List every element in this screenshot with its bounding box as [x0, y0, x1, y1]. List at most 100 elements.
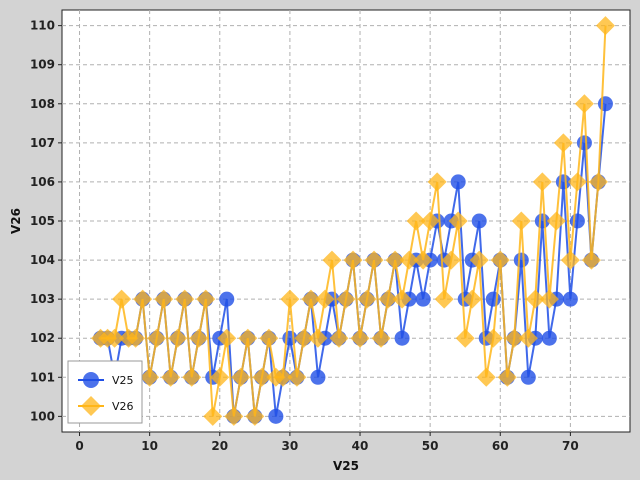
data-point	[455, 328, 475, 348]
data-point	[310, 369, 326, 385]
data-point	[238, 328, 258, 348]
data-point	[301, 289, 321, 309]
data-point	[485, 291, 501, 307]
data-point	[450, 174, 466, 190]
data-point	[252, 367, 272, 387]
series-layer	[91, 16, 615, 426]
data-point	[364, 250, 384, 270]
data-point	[287, 367, 307, 387]
data-point	[513, 252, 529, 268]
data-point	[196, 289, 216, 309]
data-point	[532, 172, 552, 192]
data-point	[546, 211, 566, 231]
data-point	[219, 291, 235, 307]
x-axis: 0 10 20 30 40 50 60 70	[75, 432, 579, 453]
y-tick-label: 107	[30, 136, 55, 150]
data-point	[520, 369, 536, 385]
data-point	[441, 250, 461, 270]
data-point	[126, 328, 146, 348]
data-point	[420, 211, 440, 231]
data-point	[560, 250, 580, 270]
data-point	[175, 289, 195, 309]
data-point	[576, 135, 592, 151]
data-point	[476, 367, 496, 387]
y-tick-label: 108	[30, 97, 55, 111]
y-tick-label: 101	[30, 370, 55, 384]
data-point	[534, 213, 550, 229]
data-point	[574, 94, 594, 114]
data-point	[182, 367, 202, 387]
data-point	[224, 406, 244, 426]
x-tick-label: 50	[422, 439, 439, 453]
x-tick-label: 60	[492, 439, 509, 453]
data-point	[471, 213, 487, 229]
data-point	[350, 328, 370, 348]
data-point	[497, 367, 517, 387]
data-point	[434, 289, 454, 309]
data-point	[259, 328, 279, 348]
data-point	[245, 406, 265, 426]
y-tick-label: 105	[30, 214, 55, 228]
data-point	[518, 328, 538, 348]
data-point	[581, 250, 601, 270]
data-point	[413, 250, 433, 270]
data-point	[273, 367, 293, 387]
series-v26	[91, 16, 615, 426]
data-point	[203, 406, 223, 426]
y-tick-label: 109	[30, 58, 55, 72]
data-point	[315, 289, 335, 309]
y-tick-label: 106	[30, 175, 55, 189]
data-point	[168, 328, 188, 348]
data-point	[553, 133, 573, 153]
y-tick-label: 103	[30, 292, 55, 306]
y-axis-title: V26	[9, 208, 23, 234]
data-point	[210, 367, 230, 387]
x-axis-title: V25	[333, 459, 359, 473]
data-point	[415, 291, 431, 307]
data-point	[588, 172, 608, 192]
y-tick-label: 100	[30, 409, 55, 423]
legend: V25 V26	[67, 360, 143, 424]
legend-label-v26: V26	[112, 400, 134, 413]
data-point	[280, 289, 300, 309]
data-point	[112, 289, 132, 309]
data-point	[406, 211, 426, 231]
legend-label-v25: V25	[112, 374, 134, 387]
data-point	[394, 330, 410, 346]
data-point	[268, 408, 284, 424]
data-point	[133, 289, 153, 309]
x-tick-label: 70	[562, 439, 579, 453]
legend-marker-v25	[83, 372, 99, 388]
data-point	[462, 289, 482, 309]
data-point	[511, 211, 531, 231]
data-point	[562, 291, 578, 307]
data-point	[392, 289, 412, 309]
x-tick-label: 30	[282, 439, 299, 453]
y-tick-label: 102	[30, 331, 55, 345]
data-point	[294, 328, 314, 348]
data-point	[541, 330, 557, 346]
data-point	[539, 289, 559, 309]
data-point	[161, 367, 181, 387]
data-point	[231, 367, 251, 387]
data-point	[567, 172, 587, 192]
data-point	[490, 250, 510, 270]
data-point	[336, 289, 356, 309]
data-point	[217, 328, 237, 348]
data-point	[357, 289, 377, 309]
data-point	[597, 96, 613, 112]
data-point	[427, 172, 447, 192]
x-tick-label: 40	[352, 439, 369, 453]
data-point	[147, 328, 167, 348]
data-point	[343, 250, 363, 270]
data-point	[469, 250, 489, 270]
legend-box	[67, 360, 143, 424]
data-point	[378, 289, 398, 309]
data-point	[448, 211, 468, 231]
data-point	[154, 289, 174, 309]
x-tick-label: 10	[141, 439, 158, 453]
data-point	[504, 328, 524, 348]
x-tick-label: 20	[211, 439, 228, 453]
x-tick-label: 0	[75, 439, 83, 453]
